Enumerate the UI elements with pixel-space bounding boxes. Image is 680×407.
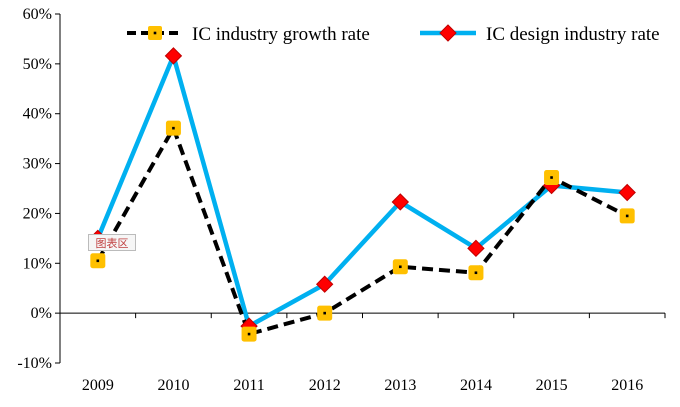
legend: IC industry growth rate IC design industr… (127, 24, 660, 45)
chart-area-tooltip: 图表区 (88, 234, 136, 251)
data-point-center (474, 271, 478, 275)
series-markers (90, 120, 635, 342)
series-group (95, 53, 628, 329)
legend-item: IC industry growth rate (127, 24, 370, 45)
legend-marker-center (153, 31, 157, 35)
data-point-center (625, 214, 629, 218)
x-tick-label: 2014 (460, 377, 492, 394)
x-tick-label: 2015 (536, 377, 568, 394)
data-point-center (323, 311, 326, 315)
y-tick-label: -10% (17, 355, 52, 372)
data-point-center (247, 332, 251, 336)
x-tick-label: 2016 (611, 377, 643, 394)
data-point-diamond (391, 193, 410, 211)
y-tick-label: 50% (23, 56, 52, 73)
series-line (96, 126, 629, 337)
series-line (95, 53, 628, 329)
x-tick-label: 2010 (157, 377, 189, 394)
legend-label: IC industry growth rate (192, 24, 370, 45)
data-point-center (550, 176, 553, 179)
y-tick-label: 0% (31, 305, 52, 322)
data-point-center (172, 126, 175, 130)
data-point-center (96, 259, 100, 263)
legend-label: IC design industry rate (486, 24, 660, 45)
data-point-diamond (467, 239, 485, 258)
axes: -10% 0% 10% 20% 30% 40% 50% 60% 2009 2010 2011 2012… (17, 6, 666, 394)
y-tick-label: 20% (23, 205, 52, 222)
data-point-diamond (618, 183, 636, 202)
y-tick-label: 10% (23, 255, 52, 272)
data-point-diamond (315, 275, 334, 293)
series-layer (89, 47, 636, 342)
legend-marker-diamond (439, 24, 457, 42)
y-tick-label: 30% (23, 156, 52, 173)
x-tick-label: 2013 (384, 377, 416, 394)
series-group (96, 126, 629, 337)
y-tick-label: 40% (23, 106, 52, 123)
data-point-center (399, 265, 402, 269)
y-tick-label: 60% (23, 6, 52, 23)
x-tick-label: 2009 (82, 377, 114, 394)
data-point-diamond (164, 47, 183, 65)
legend-item: IC design industry rate (420, 24, 660, 45)
x-tick-label: 2011 (233, 377, 264, 394)
x-tick-label: 2012 (309, 377, 341, 394)
